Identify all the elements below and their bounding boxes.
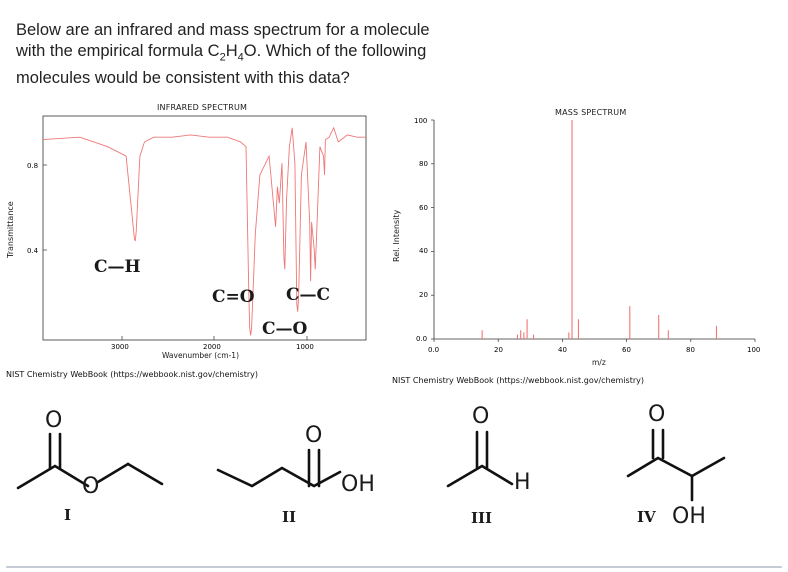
- ir-annotation-ch: C—H: [94, 257, 141, 277]
- ir-y-ticks: [43, 164, 47, 251]
- ms-y-tick-label: 100: [414, 117, 427, 125]
- ir-y-tick-label: 0.4: [27, 247, 39, 255]
- molecule-iv-carbonyl-o: O: [648, 402, 666, 427]
- molecule-i-ester-o: O: [82, 474, 100, 499]
- molecule-i-label: I: [64, 506, 72, 524]
- ir-chart-title: INFRARED SPECTRUM: [157, 103, 248, 112]
- molecule-iv: [626, 428, 726, 502]
- ms-chart-title: MASS SPECTRUM: [555, 108, 627, 117]
- molecule-ii-oh: OH: [341, 472, 375, 497]
- molecule-iii: [446, 430, 514, 488]
- ir-x-tick-label: 1000: [296, 343, 314, 351]
- molecule-i-carbonyl-o: O: [45, 408, 63, 433]
- ms-bars: [481, 120, 718, 339]
- molecule-i: [16, 432, 164, 490]
- ms-x-tick-label: 40: [558, 346, 567, 354]
- ms-x-tick-label: 60: [622, 346, 631, 354]
- molecule-iii-carbonyl-o: O: [472, 404, 490, 429]
- ms-y-tick-label: 20: [419, 291, 428, 299]
- question-line-3: molecules would be consistent with this …: [16, 69, 350, 88]
- ms-y-ticks: [431, 119, 434, 340]
- ms-y-tick-label: 80: [419, 160, 428, 168]
- ms-y-tick-label: 40: [419, 247, 428, 255]
- ms-y-tick-label: 0.0: [416, 335, 427, 343]
- ir-x-axis-label: Wavenumber (cm-1): [162, 351, 239, 360]
- ir-annotation-cc: C—C: [286, 285, 331, 305]
- question-line-2: with the empirical formula C2H4O. Which …: [16, 42, 427, 64]
- molecule-ii-carbonyl-o: O: [305, 423, 323, 448]
- molecule-iii-label: III: [471, 509, 493, 527]
- ms-x-tick-label: 20: [494, 346, 503, 354]
- ms-credit: NIST Chemistry WebBook (https://webbook.…: [392, 376, 644, 385]
- molecule-iv-label: IV: [637, 508, 656, 526]
- ms-x-tick-label: 80: [686, 346, 695, 354]
- ir-y-tick-label: 0.8: [27, 162, 38, 170]
- ms-x-axis-label: m/z: [592, 358, 606, 367]
- molecule-iv-oh: OH: [672, 504, 706, 529]
- question-line-1: Below are an infrared and mass spectrum …: [16, 21, 430, 39]
- ir-x-tick-label: 3000: [111, 343, 129, 351]
- molecule-iii-h: H: [514, 470, 531, 495]
- ms-y-tick-label: 60: [419, 204, 428, 212]
- ir-x-tick-label: 2000: [203, 343, 221, 351]
- ir-annotation-co-double: C=O: [212, 287, 255, 307]
- ir-x-ticks: [121, 336, 308, 340]
- ir-series-line: [42, 126, 366, 336]
- ir-annotation-co-single: C—O: [262, 319, 308, 339]
- bottom-divider: [6, 566, 782, 568]
- question-text: Below are an infrared and mass spectrum …: [16, 20, 476, 89]
- molecule-ii: [216, 448, 342, 488]
- ir-plot-frame: [42, 115, 367, 341]
- ir-credit: NIST Chemistry WebBook (https://webbook.…: [6, 370, 258, 379]
- ms-x-ticks: [433, 339, 756, 342]
- ms-x-tick-label: 0.0: [428, 346, 439, 354]
- ms-x-tick-label: 100: [747, 346, 760, 354]
- molecule-structures: [16, 428, 726, 502]
- molecule-ii-label: II: [282, 508, 297, 526]
